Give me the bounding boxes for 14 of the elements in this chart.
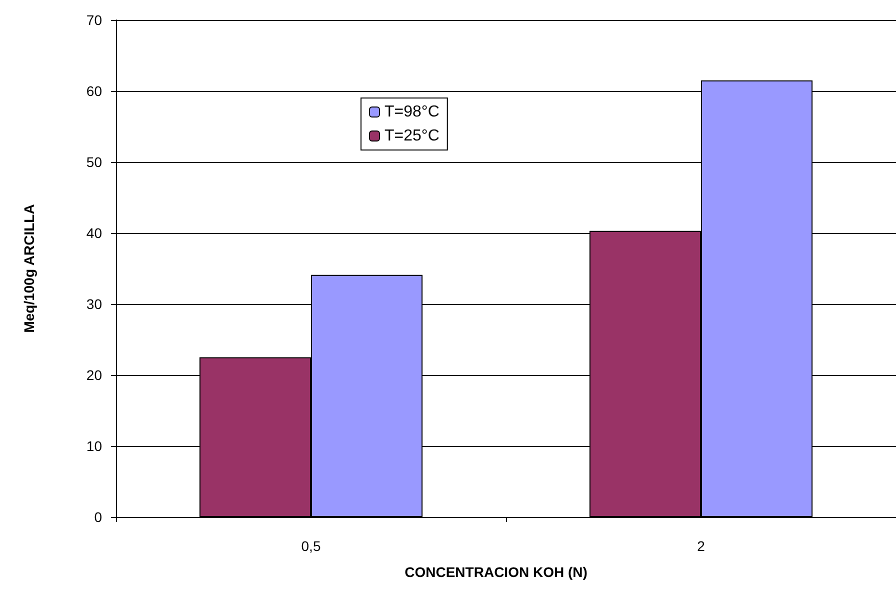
x-axis-title: CONCENTRACION KOH (N) (404, 564, 588, 580)
y-tick-label: 10 (86, 438, 102, 454)
y-tick-label: 70 (86, 12, 102, 28)
y-tick-label: 0 (94, 509, 102, 525)
y-tick-label: 50 (86, 154, 102, 170)
legend-label: T=98°C (384, 104, 440, 120)
y-axis-title: Meq/100g ARCILLA (21, 204, 37, 333)
x-tick-label: 0,5 (301, 538, 321, 554)
y-tick-label: 30 (86, 296, 102, 312)
legend-label: T=25°C (384, 128, 440, 144)
y-tick-label: 20 (86, 367, 102, 383)
y-tick-label: 60 (86, 83, 102, 99)
y-tick-label: 40 (86, 225, 102, 241)
x-tick-label: 2 (697, 538, 706, 554)
